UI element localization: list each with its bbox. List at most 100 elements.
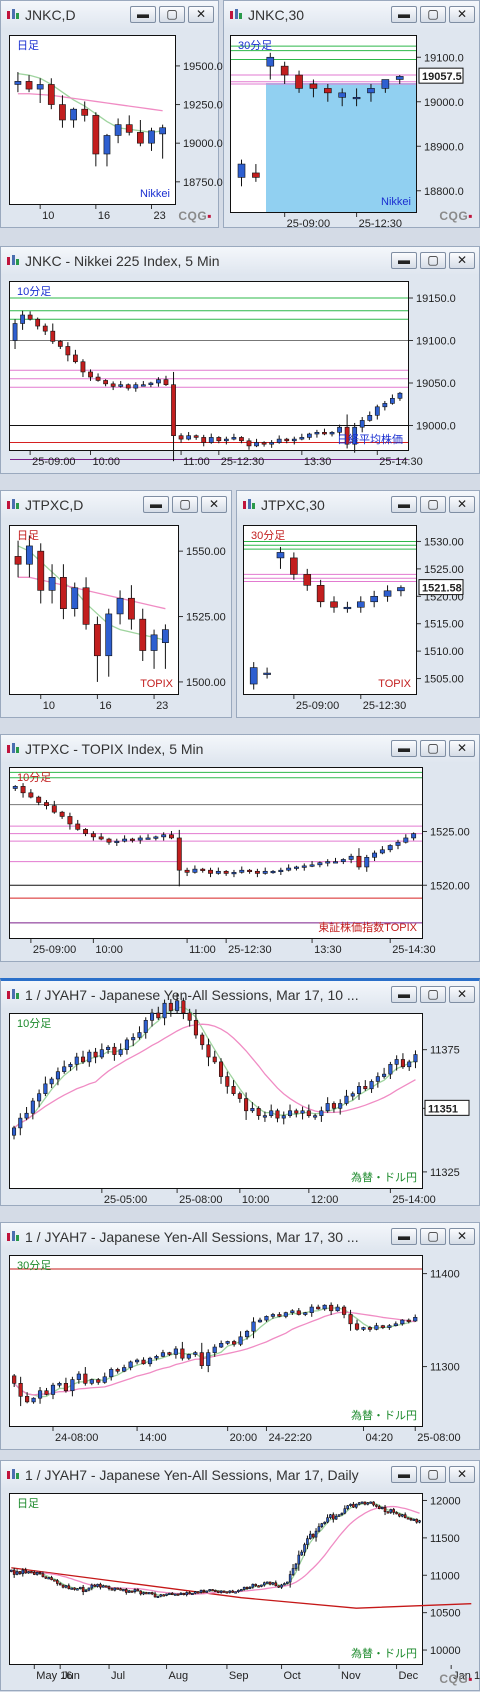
candle-body-down <box>110 1588 114 1591</box>
candle <box>403 1512 407 1519</box>
candle-body-up <box>47 1577 50 1580</box>
candle-body-down <box>167 1352 172 1355</box>
candle-body-up <box>168 1592 171 1596</box>
window-titlebar[interactable]: 1 / JYAH7 - Japanese Yen-All Sessions, M… <box>1 1223 479 1251</box>
candle-body-up <box>179 1592 183 1596</box>
candle-body-down <box>316 585 325 603</box>
chart-window-nikkei-5min[interactable]: JNKC - Nikkei 225 Index, 5 Min ▬ ▢ ✕ 190… <box>0 246 480 474</box>
minimize-button[interactable]: ▬ <box>391 1466 417 1483</box>
chart-canvas[interactable]: 1505.001510.001515.001520.001525.001530.… <box>237 491 480 719</box>
candle <box>95 373 101 382</box>
window-titlebar[interactable]: JTPXC,30 ▬ ▢ ✕ <box>237 491 479 519</box>
window-titlebar[interactable]: JNKC,30 ▬ ▢ ✕ <box>224 1 479 29</box>
candle-body-up <box>137 1032 142 1038</box>
close-button[interactable]: ✕ <box>449 252 475 269</box>
maximize-icon: ▢ <box>427 741 439 755</box>
minimize-button[interactable]: ▬ <box>391 6 417 23</box>
candle <box>266 52 275 80</box>
chart-window-topix-daily[interactable]: JTPXC,D ▬ ▢ ✕ 1500.00 1525.00 1550.00 10 16 2… <box>0 490 232 718</box>
minimize-button[interactable]: ▬ <box>391 740 417 757</box>
candle <box>294 1108 299 1118</box>
close-button[interactable]: ✕ <box>449 986 475 1003</box>
candle <box>128 1360 133 1371</box>
candle <box>192 865 198 874</box>
chart-canvas[interactable]: 19000.0 19050.0 19100.0 19150.0 25-09:00 10:0… <box>1 247 480 475</box>
close-button[interactable]: ✕ <box>201 496 227 513</box>
chart-canvas[interactable]: 18750.0 19000.0 19250.0 19500.0 10 16 23 日足 Nikk… <box>1 1 223 229</box>
candle <box>20 783 26 798</box>
candle <box>228 1590 232 1594</box>
close-button[interactable]: ✕ <box>449 6 475 23</box>
candle-body-down <box>127 597 135 620</box>
candle-body-up <box>147 1357 153 1365</box>
x-tick-label: 10 <box>42 210 54 222</box>
window-titlebar[interactable]: JNKC,D ▬ ▢ ✕ <box>1 1 218 29</box>
maximize-button[interactable]: ▢ <box>420 1228 446 1245</box>
minimize-button[interactable]: ▬ <box>391 252 417 269</box>
plot-area[interactable] <box>9 1255 423 1427</box>
window-titlebar[interactable]: 1 / JYAH7 - Japanese Yen-All Sessions, M… <box>1 1461 479 1489</box>
window-titlebar[interactable]: JTPXC - TOPIX Index, 5 Min ▬ ▢ ✕ <box>1 735 479 763</box>
candle-body-up <box>370 595 378 603</box>
maximize-button[interactable]: ▢ <box>420 496 446 513</box>
candle-body-up <box>105 613 113 657</box>
candle <box>245 1586 249 1590</box>
candle-body-down <box>274 1582 278 1587</box>
window-titlebar[interactable]: JTPXC,D ▬ ▢ ✕ <box>1 491 231 519</box>
window-titlebar[interactable]: JNKC - Nikkei 225 Index, 5 Min ▬ ▢ ✕ <box>1 247 479 275</box>
candle <box>199 1589 203 1594</box>
plot-area[interactable] <box>9 281 409 451</box>
minimize-button[interactable]: ▬ <box>130 6 156 23</box>
plot-area[interactable] <box>9 1493 423 1665</box>
minimize-button[interactable]: ▬ <box>143 496 169 513</box>
chart-canvas[interactable]: 1500.00 1525.00 1550.00 10 16 23 日足 TOPIX <box>1 491 233 719</box>
maximize-button[interactable]: ▢ <box>420 6 446 23</box>
candle <box>317 1523 321 1533</box>
close-button[interactable]: ✕ <box>449 496 475 513</box>
chart-window-yen-10min[interactable]: 1 / JYAH7 - Japanese Yen-All Sessions, M… <box>0 978 480 1206</box>
candle-body-up <box>55 1071 60 1080</box>
chart-window-topix-5min[interactable]: JTPXC - TOPIX Index, 5 Min ▬ ▢ ✕ 1520.00… <box>0 734 480 962</box>
candle <box>338 88 346 107</box>
selection-overlay[interactable] <box>266 83 416 212</box>
x-tick-label: Oct <box>284 1670 301 1682</box>
maximize-button[interactable]: ▢ <box>172 496 198 513</box>
candle-body-up <box>212 1346 217 1353</box>
minimize-button[interactable]: ▬ <box>391 496 417 513</box>
chart-canvas[interactable]: 18800.0 18900.0 19000.0 19100.0 19057.5 25-09… <box>224 1 480 230</box>
candle-body-up <box>276 552 285 559</box>
y-tick-label: 19150.0 <box>416 293 456 305</box>
maximize-button[interactable]: ▢ <box>420 986 446 1003</box>
chart-window-topix-30min[interactable]: JTPXC,30 ▬ ▢ ✕ 1505.00 1510.00 1515.00 1520… <box>236 490 480 718</box>
chart-window-jnkc-30min[interactable]: JNKC,30 ▬ ▢ ✕ 18800.0 18900.0 19000.0 19100… <box>223 0 480 230</box>
chart-canvas[interactable]: 1132511351113751135125-05:0025-08:0010:0… <box>1 981 480 1209</box>
period-label: 30分足 <box>17 1259 51 1272</box>
window-titlebar[interactable]: 1 / JYAH7 - Japanese Yen-All Sessions, M… <box>1 981 479 1009</box>
close-button[interactable]: ✕ <box>449 1228 475 1245</box>
candle-body-down <box>171 1592 174 1596</box>
candle <box>374 404 380 420</box>
plot-area[interactable] <box>9 767 423 939</box>
close-button[interactable]: ✕ <box>188 6 214 23</box>
chart-canvas[interactable]: 1520.00 1525.00 25-09:00 10:00 11:00 25-12:30… <box>1 735 480 963</box>
chart-window-yen-30min[interactable]: 1 / JYAH7 - Japanese Yen-All Sessions, M… <box>0 1222 480 1450</box>
close-button[interactable]: ✕ <box>449 1466 475 1483</box>
maximize-button[interactable]: ▢ <box>420 740 446 757</box>
y-tick-label: 12000 <box>430 1495 461 1507</box>
minimize-button[interactable]: ▬ <box>391 1228 417 1245</box>
candle-body-down <box>58 1583 62 1586</box>
candle <box>395 1511 398 1515</box>
maximize-button[interactable]: ▢ <box>420 252 446 269</box>
close-button[interactable]: ✕ <box>449 740 475 757</box>
minimize-button[interactable]: ▬ <box>391 986 417 1003</box>
chart-window-jnkc-daily[interactable]: JNKC,D ▬ ▢ ✕ 18750.0 19000.0 19250.0 19500.… <box>0 0 223 229</box>
chart-window-yen-daily[interactable]: 1 / JYAH7 - Japanese Yen-All Sessions, M… <box>0 1460 480 1691</box>
candle <box>59 564 67 620</box>
plot-area[interactable] <box>243 525 417 695</box>
maximize-button[interactable]: ▢ <box>420 1466 446 1483</box>
plot-area[interactable] <box>9 1013 423 1189</box>
maximize-button[interactable]: ▢ <box>159 6 185 23</box>
chart-canvas[interactable]: 11300 11400 24-08:00 14:00 20:00 24-22:20 04:2… <box>1 1223 480 1451</box>
candle-body-up <box>354 1503 358 1508</box>
